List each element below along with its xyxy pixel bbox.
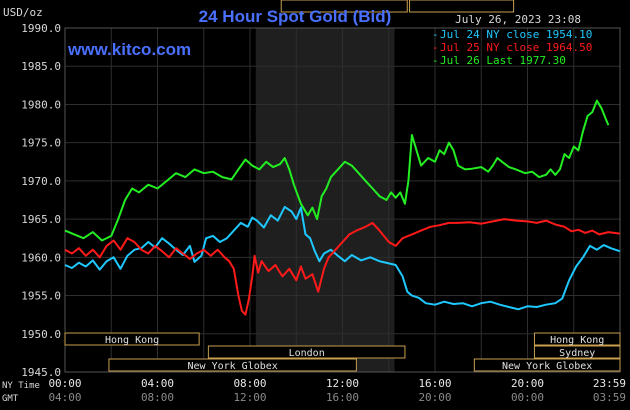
y-tick-label: 1975.0 xyxy=(21,137,61,150)
legend-entry: Jul 25 NY close 1964.50 xyxy=(440,41,592,54)
session-label: New York NYMEX xyxy=(302,0,386,3)
session-box xyxy=(280,0,408,13)
y-tick-label: 1985.0 xyxy=(21,60,61,73)
legend-marker: - xyxy=(432,54,439,67)
x-tick-label-ny: 04:00 xyxy=(141,377,174,390)
x-tick-label-gmt: 08:00 xyxy=(141,391,174,404)
x-tick-label-ny: 00:00 xyxy=(48,377,81,390)
session-label: Sydney xyxy=(559,348,595,359)
session-box xyxy=(473,358,621,372)
series-line xyxy=(64,218,620,316)
session-box xyxy=(409,0,515,13)
session-label: NY Globex xyxy=(435,0,489,3)
trading-sessions: Hong Kong London New York Globex New York N… xyxy=(64,0,621,372)
session-label: Hong Kong xyxy=(105,335,159,346)
session-label: London xyxy=(289,348,325,359)
x-tick-label-ny: 16:00 xyxy=(418,377,451,390)
legend: Jul 24 NY close 1954.10 Jul 25 NY close … xyxy=(432,28,592,67)
session-box xyxy=(207,345,406,359)
session-label: New York Globex xyxy=(502,361,592,372)
session-label: Hong Kong xyxy=(550,335,604,346)
timestamp: July 26, 2023 23:08 xyxy=(455,13,581,26)
y-tick-label: 1990.0 xyxy=(21,22,61,35)
x-tick-label-ny: 23:59 xyxy=(593,377,626,390)
plot-frame xyxy=(64,27,621,373)
x-tick-label-ny: 08:00 xyxy=(233,377,266,390)
ny-time-label: NY Time xyxy=(2,381,40,391)
y-tick-label: 1945.0 xyxy=(21,366,61,379)
grid-lines xyxy=(64,27,621,373)
session-box xyxy=(533,332,621,346)
x-tick-label-gmt: 00:00 xyxy=(511,391,544,404)
x-tick-label-ny: 12:00 xyxy=(326,377,359,390)
legend-entry: Jul 26 Last 1977.30 xyxy=(440,54,566,67)
y-tick-label: 1950.0 xyxy=(21,328,61,341)
session-label: New York Globex xyxy=(188,361,278,372)
y-axis-ticks: 1945.0 1950.0 1955.0 1960.0 1965.0 1970.0 1975… xyxy=(21,22,61,379)
x-tick-label-gmt: 03:59 xyxy=(593,391,626,404)
x-tick-label-gmt: 20:00 xyxy=(418,391,451,404)
legend-entry: Jul 24 NY close 1954.10 xyxy=(440,28,592,41)
legend-marker: - xyxy=(432,28,439,41)
y-tick-label: 1970.0 xyxy=(21,175,61,188)
legend-marker: - xyxy=(432,41,439,54)
x-axis-ticks: 00:0004:0004:0008:0008:0012:0012:0016:00… xyxy=(48,377,626,404)
y-tick-label: 1965.0 xyxy=(21,213,61,226)
series-layer xyxy=(64,99,621,316)
y-tick-label: 1960.0 xyxy=(21,251,61,264)
x-tick-label-gmt: 12:00 xyxy=(233,391,266,404)
x-tick-label-gmt: 04:00 xyxy=(48,391,81,404)
gmt-label: GMT xyxy=(2,394,19,404)
site-url[interactable]: www.kitco.com xyxy=(67,40,191,59)
session-box xyxy=(108,358,357,372)
session-box xyxy=(64,332,200,346)
series-line xyxy=(64,205,621,311)
chart-title: 24 Hour Spot Gold (Bid) xyxy=(199,7,392,26)
session-box xyxy=(533,345,621,359)
x-tick-label-ny: 20:00 xyxy=(511,377,544,390)
nymex-shaded-region xyxy=(255,28,395,372)
y-tick-label: 1955.0 xyxy=(21,290,61,303)
x-tick-label-gmt: 16:00 xyxy=(326,391,359,404)
y-tick-label: 1980.0 xyxy=(21,98,61,111)
unit-label: USD/oz xyxy=(3,6,43,19)
series-line xyxy=(64,99,610,242)
